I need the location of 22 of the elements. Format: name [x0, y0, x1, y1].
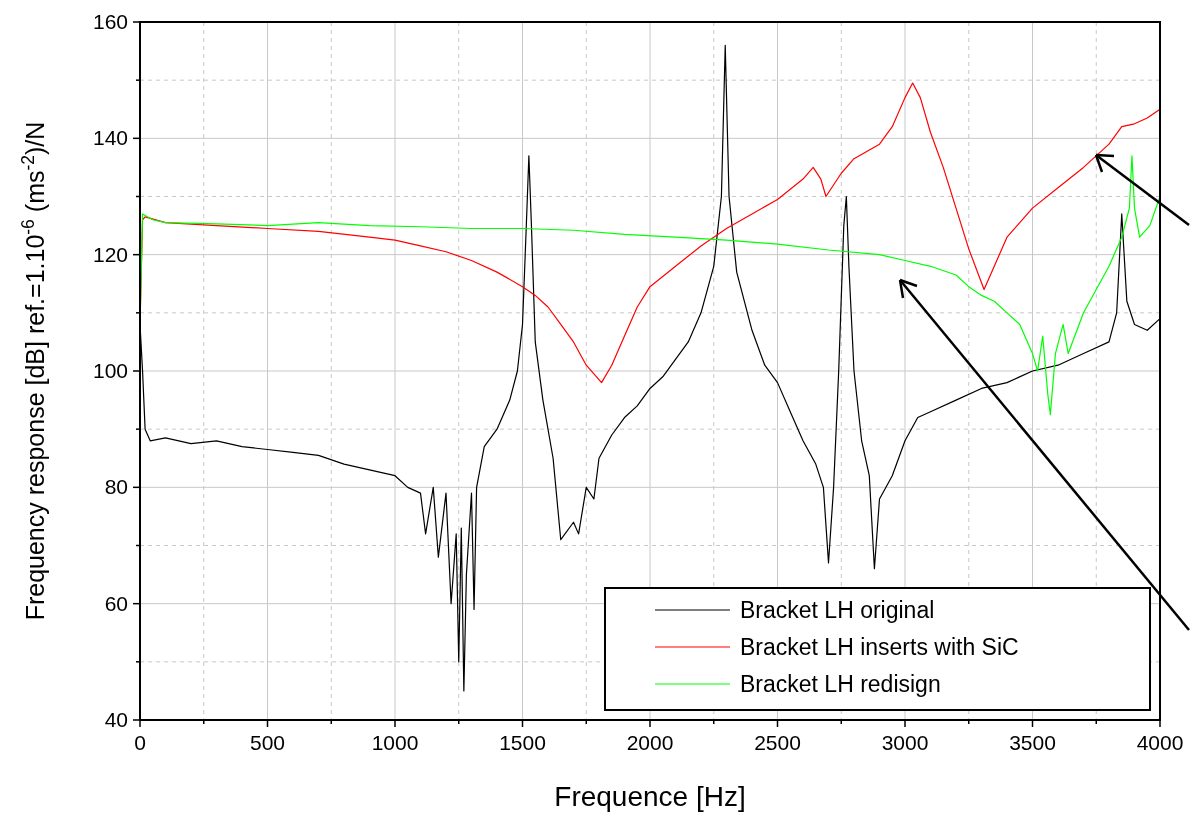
y-tick-label: 80 [104, 475, 128, 499]
line-series [139, 155, 1161, 416]
x-tick-label: 2500 [754, 731, 801, 754]
y-tick-label: 120 [92, 242, 128, 266]
y-tick-label: 100 [92, 359, 128, 382]
x-tick-label: 0 [134, 731, 146, 754]
y-tick-label: 140 [92, 126, 128, 150]
x-tick-label: 1500 [499, 731, 546, 754]
y-tick-label: 60 [104, 591, 128, 615]
x-tick-label: 2000 [626, 731, 674, 754]
y-tick-label: 160 [92, 10, 128, 33]
x-tick-label: 500 [249, 731, 286, 754]
y-tick-label: 40 [104, 708, 128, 731]
x-tick-label: 3000 [881, 731, 929, 754]
x-tick-label: 1000 [371, 731, 419, 754]
x-axis-title: Frequence [Hz] [554, 781, 746, 812]
x-tick-label: 4000 [1136, 731, 1184, 754]
legend-label: Bracket LH redisign [740, 671, 941, 697]
line-series [139, 82, 1161, 384]
legend-label: Bracket LH original [740, 597, 935, 623]
legend-label: Bracket LH inserts with SiC [740, 634, 1019, 660]
x-tick-label: 3500 [1009, 731, 1056, 754]
